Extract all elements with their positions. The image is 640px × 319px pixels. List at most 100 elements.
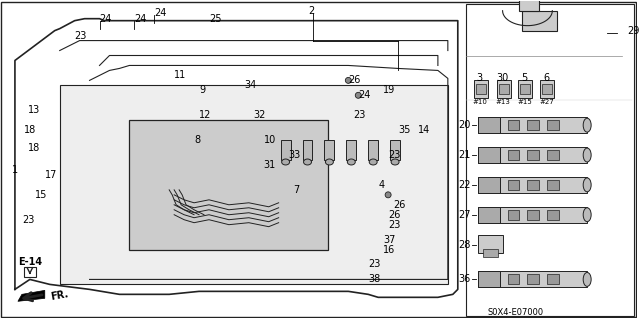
Bar [547, 274, 559, 285]
Bar [477, 177, 500, 193]
Text: 23: 23 [388, 150, 401, 160]
Bar [542, 84, 552, 94]
Text: 24: 24 [134, 14, 147, 24]
Text: FR.: FR. [50, 289, 69, 302]
Text: 29: 29 [627, 26, 639, 36]
Bar [281, 140, 291, 160]
Bar [518, 80, 532, 98]
Text: 34: 34 [244, 80, 256, 90]
Text: 38: 38 [368, 274, 380, 285]
Text: 20: 20 [458, 120, 471, 130]
Text: 11: 11 [174, 70, 186, 80]
Text: 23: 23 [388, 220, 401, 230]
Text: 22: 22 [458, 180, 471, 190]
Text: 24: 24 [99, 14, 112, 24]
Ellipse shape [583, 272, 591, 286]
Bar [527, 274, 540, 285]
Bar [477, 117, 587, 133]
Text: 18: 18 [24, 125, 36, 135]
Bar [474, 80, 488, 98]
Text: 37: 37 [383, 234, 396, 245]
Text: 9: 9 [199, 85, 205, 95]
Bar [477, 147, 587, 163]
Bar [547, 180, 559, 190]
Text: #10: #10 [472, 99, 487, 105]
Bar [527, 180, 540, 190]
Bar [520, 84, 531, 94]
Text: 10: 10 [264, 135, 276, 145]
Text: 25: 25 [209, 14, 221, 24]
Text: 23: 23 [353, 110, 365, 120]
Text: #13: #13 [495, 99, 510, 105]
Ellipse shape [355, 92, 361, 98]
Text: 17: 17 [45, 170, 57, 180]
Text: 8: 8 [194, 135, 200, 145]
Text: 32: 32 [254, 110, 266, 120]
Text: 23: 23 [22, 215, 35, 225]
Text: 26: 26 [393, 200, 406, 210]
Bar [477, 235, 502, 253]
Polygon shape [18, 290, 45, 301]
Text: 6: 6 [543, 73, 549, 83]
Bar [477, 271, 587, 287]
Text: #15: #15 [517, 99, 532, 105]
Bar [129, 120, 328, 249]
Ellipse shape [583, 178, 591, 192]
Ellipse shape [385, 192, 391, 198]
Bar [368, 140, 378, 160]
Bar [508, 274, 520, 285]
Bar [390, 140, 400, 160]
Bar [483, 249, 497, 256]
Text: 15: 15 [35, 190, 47, 200]
Text: 4: 4 [378, 180, 384, 190]
Bar [508, 210, 520, 220]
Bar [547, 120, 559, 130]
Ellipse shape [303, 159, 312, 165]
Bar [476, 84, 486, 94]
Ellipse shape [583, 208, 591, 222]
Text: 33: 33 [289, 150, 301, 160]
Bar [527, 150, 540, 160]
Text: S0X4-E07000: S0X4-E07000 [488, 308, 544, 317]
Ellipse shape [325, 159, 333, 165]
Text: 21: 21 [458, 150, 471, 160]
Bar [520, 0, 540, 11]
Bar [477, 117, 500, 133]
Text: 36: 36 [458, 274, 471, 285]
Bar [303, 140, 312, 160]
Text: 13: 13 [28, 105, 40, 115]
Bar [477, 271, 500, 287]
Bar [477, 147, 500, 163]
Bar [477, 207, 500, 223]
Text: 12: 12 [199, 110, 211, 120]
Ellipse shape [348, 159, 355, 165]
Text: 35: 35 [398, 125, 410, 135]
Bar [324, 140, 334, 160]
Text: 23: 23 [75, 31, 87, 41]
Text: 3: 3 [477, 73, 483, 83]
Bar [547, 210, 559, 220]
Bar [477, 177, 587, 193]
Text: 7: 7 [294, 185, 300, 195]
Text: E-14: E-14 [18, 256, 42, 266]
Ellipse shape [369, 159, 377, 165]
Bar [466, 4, 634, 316]
Ellipse shape [583, 148, 591, 162]
Bar [499, 84, 509, 94]
Text: 19: 19 [383, 85, 396, 95]
Text: 1: 1 [12, 165, 18, 175]
Bar [527, 120, 540, 130]
Text: 2: 2 [308, 6, 315, 16]
Text: 28: 28 [458, 240, 471, 249]
Bar [547, 150, 559, 160]
Ellipse shape [282, 159, 290, 165]
Bar [24, 267, 36, 278]
Bar [346, 140, 356, 160]
Text: 18: 18 [28, 143, 40, 153]
Text: 27: 27 [458, 210, 471, 220]
Ellipse shape [391, 159, 399, 165]
Text: 24: 24 [154, 8, 166, 18]
Bar [508, 120, 520, 130]
Bar [508, 180, 520, 190]
Text: 23: 23 [368, 259, 381, 270]
